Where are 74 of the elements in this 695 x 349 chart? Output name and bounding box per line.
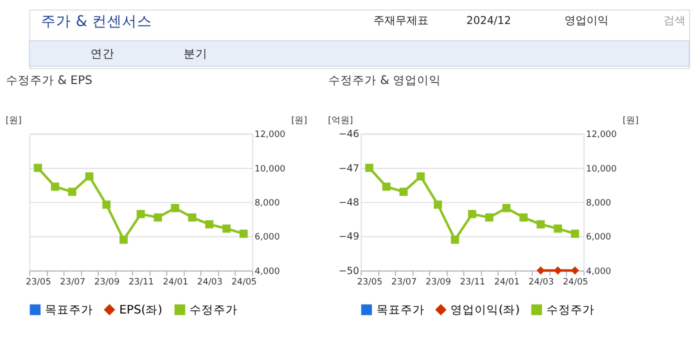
x-tick-label: 24/05 [562,278,588,288]
legend-label: 영업이익(좌) [450,302,520,317]
y2-axis-title: [원] [622,116,639,126]
point [570,230,580,238]
point [154,213,162,222]
point [240,230,248,238]
x-tick-label: 24/03 [197,278,222,288]
y2-tick-label: 8,000 [254,198,280,208]
x-tick-label: 23/07 [391,278,417,288]
point [120,236,128,244]
y2-tick-label: 12,000 [254,130,286,140]
x-tick-label: 24/03 [528,278,554,288]
legend-label: 수정주가 [546,302,594,317]
legend-label: 목표주가 [376,302,424,317]
x-tick-label: 23/09 [426,278,451,288]
text: 분기 [184,46,208,60]
point [502,204,511,212]
point [34,164,42,172]
point [382,182,390,191]
y2-tick-label: 4,000 [254,266,280,277]
point [188,213,196,222]
text: 검색 [663,14,686,28]
text: 영업이익 [564,14,608,28]
y2-tick-label: 4,000 [586,266,612,277]
y2-tick-label: 6,000 [586,232,612,243]
x-tick-label: 24/01 [494,278,520,288]
y2-tick-label: 8,000 [586,198,612,208]
legend-label: EPS(좌) [119,302,162,317]
point [85,172,94,181]
point [536,220,545,228]
point [450,236,460,244]
y-tick-label: −50 [338,266,360,277]
legend-label: 목표주가 [44,302,93,317]
y2-tick-label: 12,000 [586,130,617,140]
x-tick-label: 23/07 [60,278,86,288]
y-tick-label: −49 [338,232,360,243]
point [519,213,528,222]
text: 2024/12 [466,14,512,28]
x-tick-label: 24/05 [231,278,257,288]
x-tick-label: 23/11 [128,278,154,288]
point [170,204,180,212]
y-axis-title: [원] [6,116,22,126]
chart-title: 수정주가 & 영업이익 [328,72,442,87]
y-tick-label: −47 [338,163,360,174]
point [365,164,374,172]
y-axis-title: [억원] [328,116,353,126]
y-tick-label: −46 [338,129,360,140]
legend-label: 수정주가 [190,302,238,317]
x-tick-label: 23/09 [94,278,120,288]
chart-title: 수정주가 & EPS [6,72,92,87]
point [205,220,214,228]
x-tick-label: 23/05 [26,278,52,288]
point [554,224,562,233]
text: 연간 [90,46,115,60]
y2-axis-title: [원] [291,116,308,126]
point [416,172,425,181]
text: 주가 & 컨센서스 [41,13,152,30]
point [222,224,231,233]
y2-tick-label: 10,000 [586,164,617,174]
x-tick-label: 23/11 [460,278,486,288]
point [136,210,145,218]
y2-tick-label: 6,000 [254,232,280,243]
point [434,200,442,209]
x-tick-label: 23/05 [357,278,382,288]
point [468,210,476,218]
point [399,188,408,196]
y2-tick-label: 10,000 [254,164,286,174]
x-tick-label: 24/01 [162,278,188,288]
text: 주재무제표 [373,14,428,28]
point [50,182,60,191]
y-tick-label: −48 [338,198,360,208]
point [485,213,494,222]
point [68,188,76,196]
point [102,200,111,209]
